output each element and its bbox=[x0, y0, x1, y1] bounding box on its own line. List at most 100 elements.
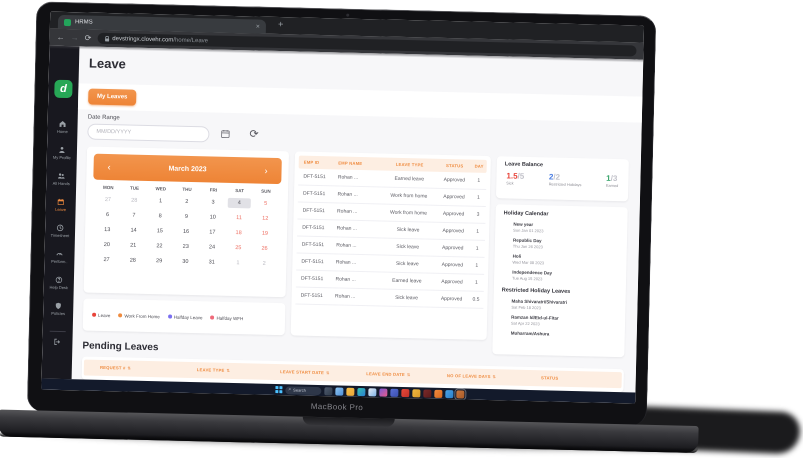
pending-header[interactable]: REQUEST # ⇅ bbox=[99, 364, 132, 371]
media-icon[interactable] bbox=[434, 389, 443, 398]
taskbar-search[interactable]: ⌕ Search bbox=[285, 385, 322, 395]
calendar-day[interactable]: 1 bbox=[236, 260, 240, 267]
sidebar-item-label: My Profile bbox=[52, 154, 71, 161]
refresh-icon[interactable]: ⟳ bbox=[249, 128, 259, 141]
pending-header[interactable]: LEAVE END DATE ⇅ bbox=[366, 371, 411, 378]
pending-header[interactable]: STATUS bbox=[540, 375, 559, 381]
sidebar-item-policies[interactable]: Policies bbox=[49, 302, 68, 322]
sidebar-item-help-desk[interactable]: Help Desk bbox=[49, 276, 68, 296]
calendar-day[interactable]: 1 bbox=[158, 198, 163, 205]
new-tab-button[interactable]: + bbox=[277, 18, 284, 30]
calendar-day[interactable]: 4 bbox=[228, 197, 251, 209]
sidebar-item-timesheet[interactable]: Timesheet bbox=[51, 224, 70, 244]
holiday-item: Muharram/Ashura bbox=[511, 331, 617, 338]
calendar-day[interactable]: 20 bbox=[103, 241, 111, 249]
calendar-day[interactable]: 10 bbox=[209, 214, 216, 221]
task-view-icon[interactable] bbox=[324, 386, 333, 395]
table-cell: 1 bbox=[475, 262, 479, 269]
table-row[interactable]: DFT-5151 Rohan ... Sick leave Approved 0.5 bbox=[295, 287, 484, 309]
sidebar-item-label: Perform.. bbox=[51, 258, 68, 265]
sidebar-item-leave[interactable]: Leave bbox=[51, 198, 70, 218]
calendar-day[interactable]: 11 bbox=[236, 215, 242, 222]
table-cell: Rohan ... bbox=[337, 191, 358, 198]
calendar-day[interactable]: 22 bbox=[156, 243, 163, 250]
leave-table-header[interactable]: DAY bbox=[474, 163, 484, 169]
calendar-picker-icon[interactable] bbox=[220, 129, 230, 139]
notifications-icon[interactable] bbox=[401, 388, 410, 397]
leave-table-header[interactable]: LEAVE TYPE bbox=[395, 161, 424, 168]
calendar-day[interactable]: 27 bbox=[103, 256, 110, 264]
file-explorer-icon[interactable] bbox=[346, 387, 355, 396]
calendar-day[interactable]: 5 bbox=[264, 200, 268, 207]
edge-icon[interactable] bbox=[357, 387, 366, 396]
calendar-day[interactable]: 25 bbox=[235, 245, 242, 252]
store-icon[interactable] bbox=[368, 387, 377, 396]
table-cell: DFT-5151 bbox=[303, 173, 326, 181]
leave-table-header[interactable]: EMP ID bbox=[303, 159, 320, 166]
files-icon[interactable] bbox=[412, 388, 421, 397]
sidebar-item-label: Home bbox=[57, 128, 68, 135]
teams-icon[interactable] bbox=[390, 388, 399, 397]
calendar-day[interactable]: 29 bbox=[155, 258, 163, 265]
calendar-day[interactable]: 2 bbox=[262, 260, 266, 267]
balance-value: 2/2 bbox=[549, 172, 582, 182]
calendar-day[interactable]: 23 bbox=[182, 243, 189, 250]
calendar-day[interactable]: 28 bbox=[129, 257, 136, 264]
back-icon[interactable]: ← bbox=[56, 32, 65, 42]
calendar-day[interactable]: 12 bbox=[262, 215, 269, 222]
calendar-day[interactable]: 16 bbox=[182, 228, 190, 235]
date-range-input[interactable]: MM/DD/YYYY bbox=[87, 123, 210, 143]
tab-close-icon[interactable]: × bbox=[255, 22, 261, 31]
sidebar-item-home[interactable]: Home bbox=[53, 120, 72, 140]
sidebar-item-perform-[interactable]: Perform.. bbox=[50, 250, 69, 270]
outlook-icon[interactable] bbox=[335, 386, 344, 396]
table-cell: Rohan ... bbox=[335, 259, 357, 266]
app-logo[interactable]: d bbox=[54, 79, 73, 99]
calendar-day[interactable]: 24 bbox=[208, 244, 216, 251]
calendar-day[interactable]: 3 bbox=[211, 199, 215, 206]
calendar-day[interactable]: 19 bbox=[261, 230, 269, 237]
address-bar[interactable]: devstringx.clovehr.com/home/Leave bbox=[97, 32, 637, 57]
home-icon bbox=[59, 120, 67, 128]
calendar-day[interactable]: 6 bbox=[106, 211, 110, 219]
calendar-day[interactable]: 28 bbox=[131, 197, 138, 204]
pending-header[interactable]: LEAVE TYPE ⇅ bbox=[196, 367, 231, 373]
calendar-day[interactable]: 7 bbox=[132, 212, 136, 219]
pending-header[interactable]: LEAVE START DATE ⇅ bbox=[280, 369, 330, 376]
sidebar-divider bbox=[49, 330, 66, 333]
calendar-day[interactable]: 30 bbox=[182, 258, 189, 265]
logout-button[interactable] bbox=[53, 338, 61, 358]
calendar-day[interactable]: 17 bbox=[209, 229, 216, 236]
lock-icon bbox=[104, 35, 109, 42]
mail-icon[interactable] bbox=[445, 389, 454, 398]
pending-header[interactable]: NO OF LEAVE DAYS ⇅ bbox=[446, 373, 497, 380]
calendar-day[interactable]: 31 bbox=[208, 259, 215, 266]
calendar-day[interactable]: 27 bbox=[104, 196, 112, 204]
forward-icon[interactable]: → bbox=[70, 32, 79, 42]
calendar-day[interactable]: 14 bbox=[130, 227, 137, 234]
reload-icon[interactable]: ⟳ bbox=[84, 32, 92, 43]
calendar-day[interactable]: 9 bbox=[184, 213, 189, 220]
calendar-day[interactable]: 2 bbox=[185, 198, 189, 205]
calendar-weekday: THU bbox=[182, 186, 192, 193]
security-icon[interactable] bbox=[423, 389, 432, 398]
leave-table-header[interactable]: STATUS bbox=[446, 162, 464, 169]
start-button-icon[interactable] bbox=[274, 386, 282, 394]
sidebar-item-my-profile[interactable]: My Profile bbox=[52, 146, 71, 166]
hrms-app-icon[interactable] bbox=[454, 387, 467, 401]
photos-icon[interactable] bbox=[379, 387, 388, 397]
calendar-day[interactable]: 26 bbox=[261, 245, 268, 252]
calendar-day[interactable]: 21 bbox=[130, 242, 137, 249]
prev-month-icon[interactable]: ‹ bbox=[107, 161, 111, 172]
my-leaves-button[interactable]: My Leaves bbox=[88, 88, 137, 106]
leave-table-header[interactable]: EMP NAME bbox=[338, 160, 363, 167]
toolbar-strip bbox=[77, 83, 643, 123]
main-content: Leave My Leaves Date Range MM/DD/YYYY ⟳ bbox=[72, 46, 644, 393]
calendar-day[interactable]: 8 bbox=[158, 213, 162, 220]
sidebar-item-all-hands[interactable]: All Hands bbox=[52, 172, 71, 192]
calendar-day[interactable]: 18 bbox=[235, 230, 242, 237]
calendar-day[interactable]: 15 bbox=[156, 228, 163, 235]
calendar-day[interactable]: 13 bbox=[104, 226, 111, 234]
holiday-item: Maha Shivaratri/Shivaratri Sat Feb 18 202… bbox=[511, 299, 617, 312]
next-month-icon[interactable]: › bbox=[264, 165, 268, 176]
